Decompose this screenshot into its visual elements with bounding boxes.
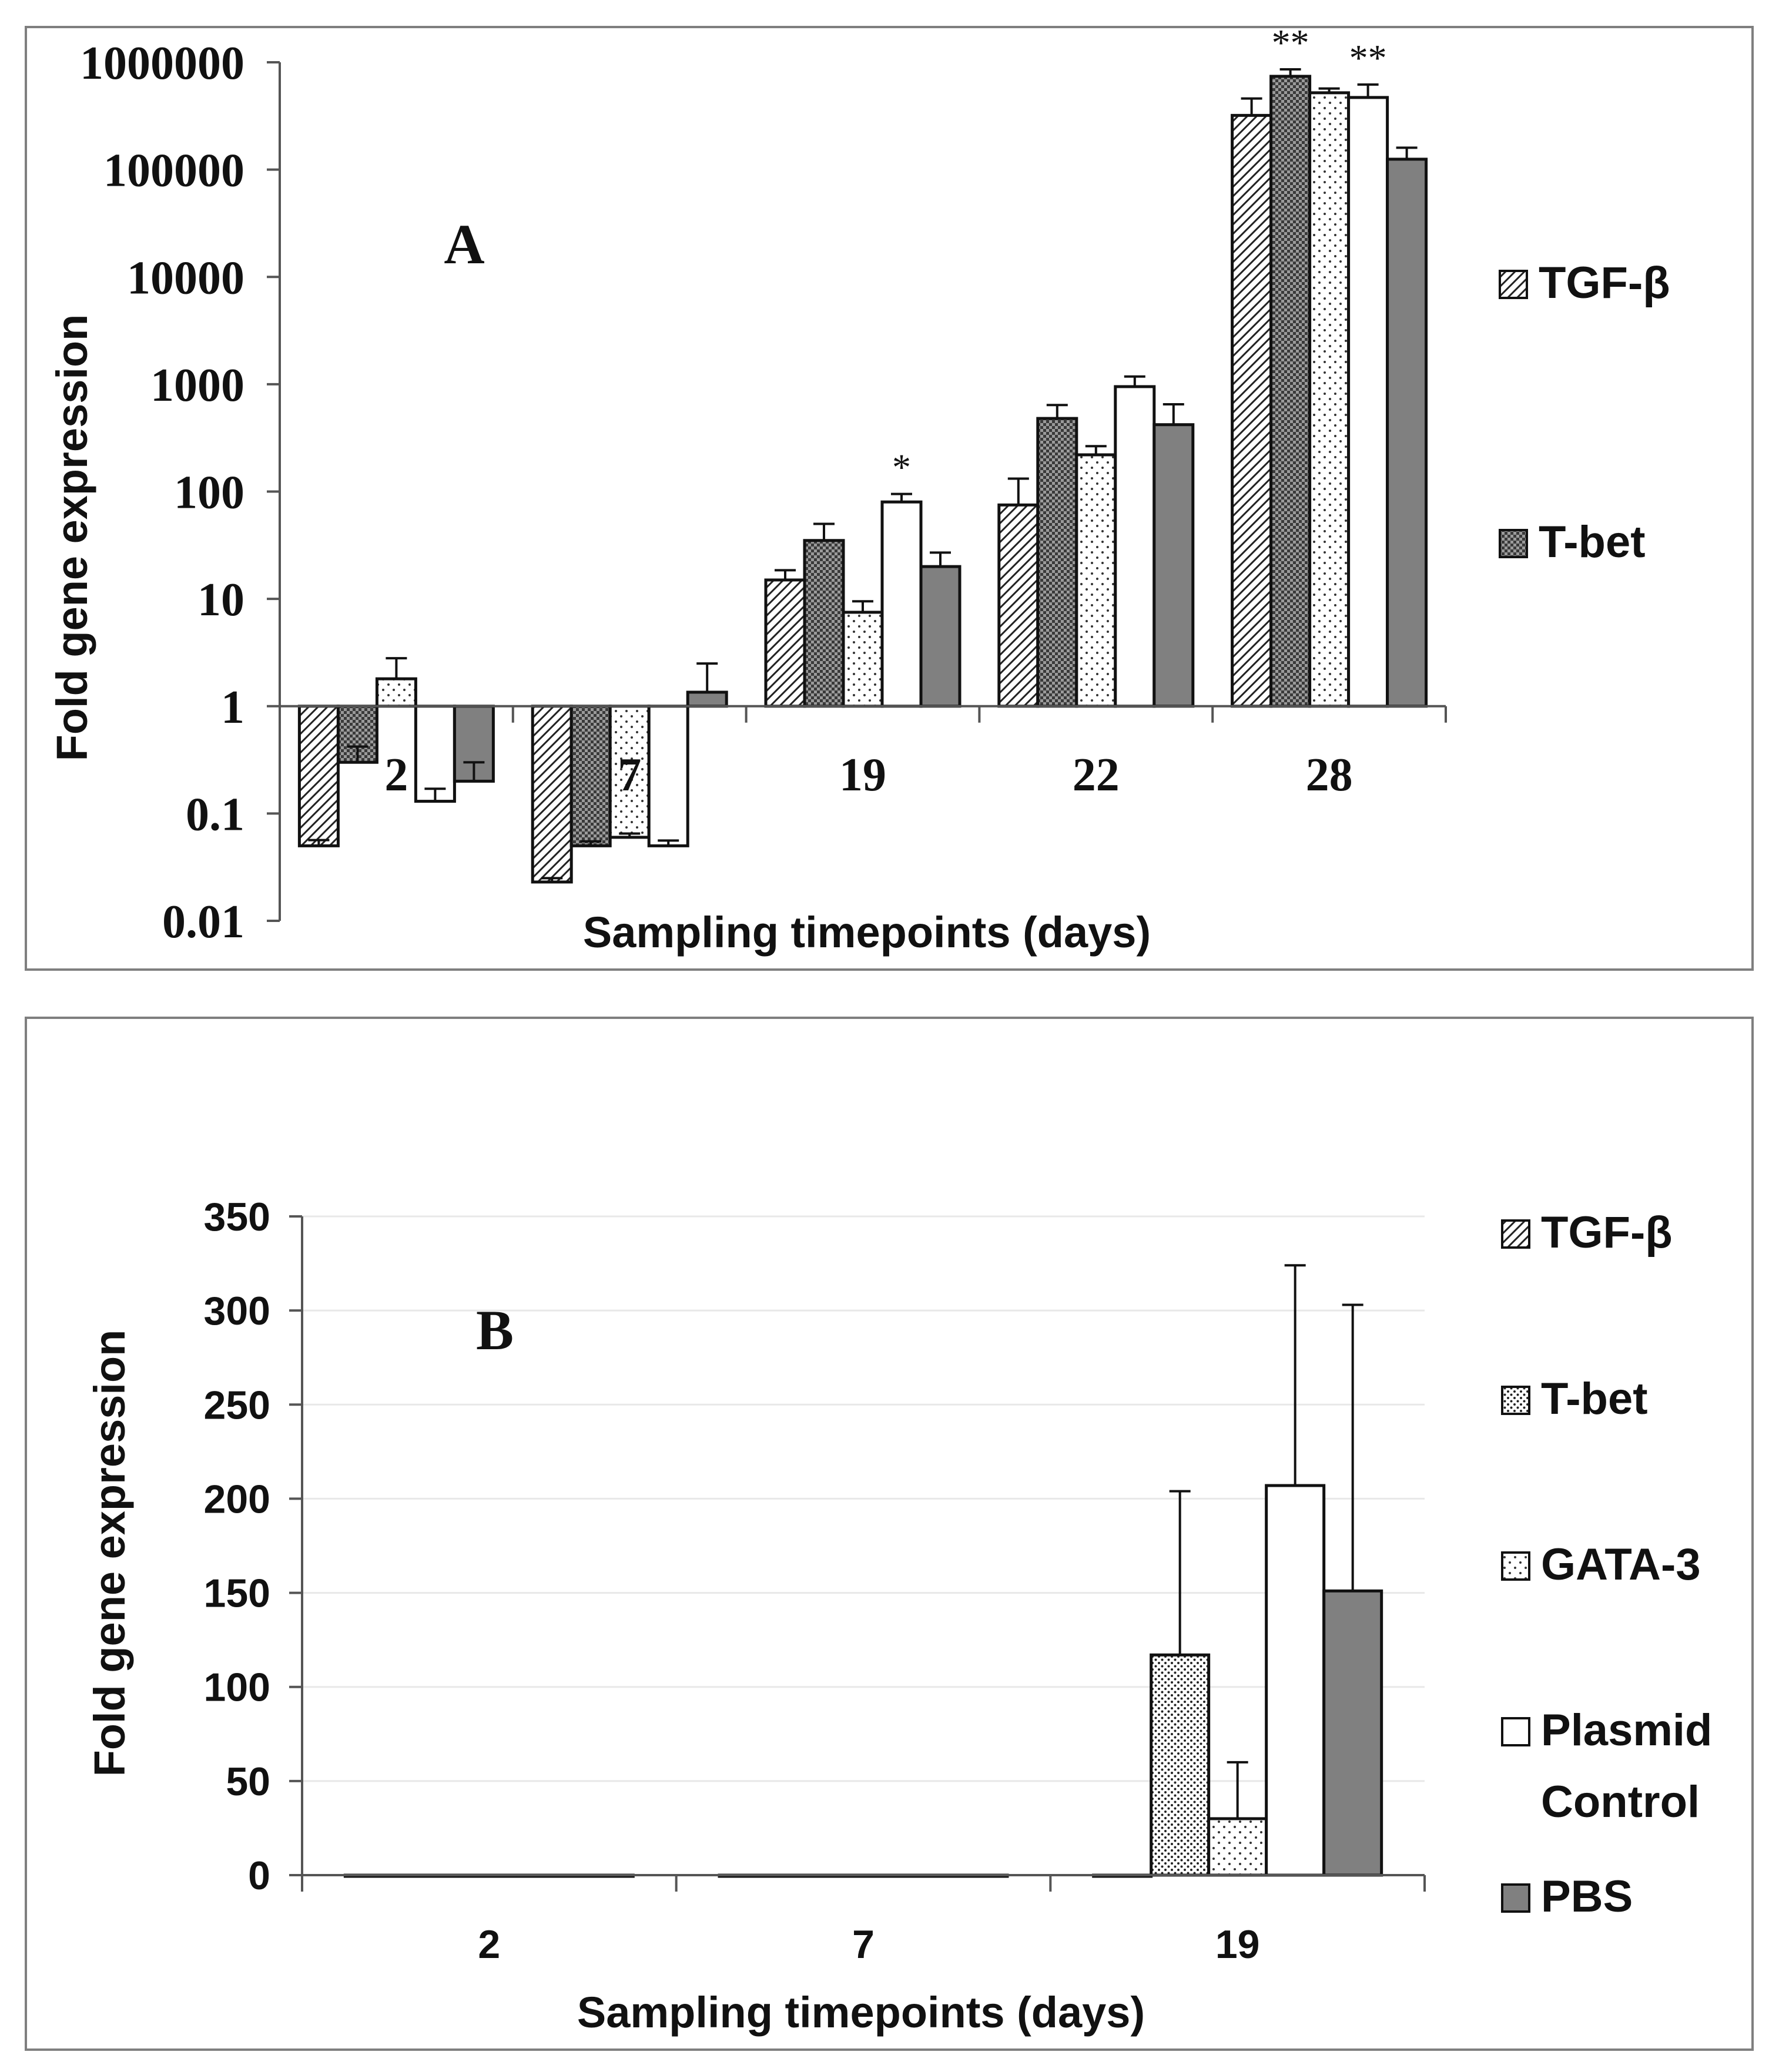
bar-b-pbs-19: [1322, 1589, 1383, 1877]
y-tick-label-b: 350: [204, 1195, 270, 1239]
legend-label-b-plasmid-control: Control: [1541, 1777, 1700, 1827]
bar-a-tgf-19: [764, 578, 806, 708]
y-tick-label-a: 1000000: [80, 38, 244, 89]
bar-b-gata-3-19: [1207, 1817, 1268, 1877]
significance-marker-a: *: [892, 447, 911, 488]
panel-b-x-axis-label: Sampling timepoints (days): [577, 1988, 1145, 2037]
panel-b-y-axis-label: Fold gene expression: [85, 1330, 134, 1777]
category-label-b: 7: [852, 1922, 875, 1967]
bar-a-pbs-28: [1386, 157, 1428, 708]
y-tick-label-a: 100: [174, 467, 244, 519]
bar-a-pbs-7: [686, 690, 728, 708]
y-tick-label-b: 300: [204, 1289, 270, 1333]
panel-a-legend: TGF-β T-bet: [1499, 258, 1670, 567]
bar-a-t-bet-7: [569, 705, 612, 847]
legend-swatch-b-gata-3: [1501, 1551, 1530, 1581]
y-tick-label-b: 0: [248, 1853, 270, 1898]
y-tick-label-b: 250: [204, 1383, 270, 1427]
panel-b: B Fold gene expression Sampling timepoin…: [25, 1017, 1754, 2051]
y-tick-label-b: 150: [204, 1571, 270, 1616]
bar-a-plasmid-control-22: [1114, 385, 1156, 708]
legend-label-b-pbs: PBS: [1541, 1872, 1633, 1922]
category-label-a: 7: [618, 749, 641, 801]
legend-swatch-b-tgf: [1501, 1219, 1530, 1249]
bar-a-gata-3-2: [375, 677, 417, 708]
legend-swatch-b-plasmid-control: [1501, 1717, 1530, 1746]
legend-swatch-a-tgf: [1499, 270, 1528, 299]
bar-a-tgf-22: [997, 503, 1040, 708]
category-label-b: 19: [1215, 1922, 1260, 1967]
panel-a-y-axis-label: Fold gene expression: [48, 314, 96, 762]
category-label-a: 19: [839, 749, 886, 801]
bar-b-plasmid-control-19: [1265, 1484, 1326, 1877]
category-label-b: 2: [478, 1922, 500, 1967]
significance-marker-a: **: [1272, 22, 1309, 63]
bar-a-plasmid-control-7: [647, 705, 689, 847]
panel-b-legend: TGF-β T-bet GATA-3 Plasmid Control PBS: [1501, 1208, 1712, 1922]
y-tick-label-a: 0.1: [186, 789, 244, 840]
bar-a-plasmid-control-19: [880, 500, 923, 708]
bar-a-gata-3-19: [842, 611, 884, 708]
bar-a-tgf-7: [531, 705, 573, 884]
bar-b-t-bet-19: [1150, 1653, 1211, 1877]
legend-swatch-a-t-bet: [1499, 529, 1528, 558]
bar-a-gata-3-22: [1075, 453, 1117, 708]
bar-a-plasmid-control-2: [414, 705, 456, 803]
bar-a-tgf-2: [297, 705, 340, 847]
legend-label-b-gata-3: GATA-3: [1541, 1540, 1701, 1590]
legend-label-b-tgf: TGF-β: [1541, 1208, 1673, 1258]
bar-a-t-bet-22: [1036, 417, 1078, 708]
bar-a-gata-3-28: [1308, 91, 1351, 708]
panel-a-x-axis-label: Sampling timepoints (days): [583, 908, 1151, 957]
category-label-a: 22: [1073, 749, 1120, 801]
y-tick-label-a: 10000: [127, 252, 244, 304]
bar-a-t-bet-19: [803, 539, 845, 708]
legend-swatch-b-pbs: [1501, 1883, 1530, 1913]
y-tick-label-a: 0.01: [162, 896, 244, 948]
y-tick-label-b: 50: [226, 1759, 270, 1804]
panel-b-frame: [25, 1017, 1754, 2051]
category-label-a: 2: [384, 749, 408, 801]
y-tick-label-a: 1: [221, 682, 244, 733]
bar-a-pbs-19: [919, 565, 961, 708]
bar-a-gata-3-7: [608, 705, 651, 839]
panel-a: A Fold gene expression Sampling timepoin…: [25, 22, 1754, 971]
legend-label-b-plasmid-control: Plasmid: [1541, 1705, 1712, 1755]
y-tick-label-a: 10: [197, 574, 244, 626]
bar-a-plasmid-control-28: [1347, 96, 1389, 708]
bar-a-t-bet-28: [1269, 75, 1312, 708]
legend-swatch-b-t-bet: [1501, 1386, 1530, 1415]
significance-marker-a: **: [1349, 37, 1387, 79]
y-tick-label-b: 200: [204, 1477, 270, 1521]
y-tick-label-a: 1000: [150, 360, 244, 411]
legend-label-a-tgf: TGF-β: [1539, 258, 1670, 308]
category-label-a: 28: [1306, 749, 1353, 801]
y-tick-label-b: 100: [204, 1665, 270, 1710]
panel-b-label: B: [476, 1299, 514, 1362]
legend-label-b-t-bet: T-bet: [1541, 1374, 1648, 1424]
y-tick-label-a: 100000: [103, 145, 244, 197]
legend-label-a-t-bet: T-bet: [1539, 517, 1646, 567]
panel-a-frame: [25, 26, 1754, 971]
panel-a-label: A: [444, 213, 484, 276]
bar-a-tgf-28: [1231, 113, 1273, 708]
bar-a-pbs-22: [1153, 423, 1195, 708]
